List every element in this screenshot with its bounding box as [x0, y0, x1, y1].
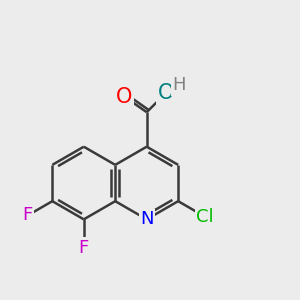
Text: F: F: [79, 239, 89, 257]
Text: F: F: [23, 206, 33, 224]
Text: Cl: Cl: [196, 208, 214, 226]
Text: N: N: [140, 210, 153, 228]
Text: O: O: [158, 83, 174, 103]
Text: O: O: [116, 87, 133, 106]
Text: H: H: [172, 76, 186, 94]
